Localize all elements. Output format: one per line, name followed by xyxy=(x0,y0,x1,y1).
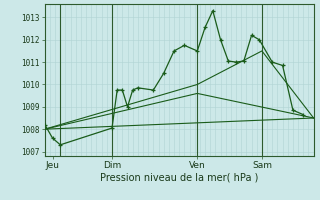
X-axis label: Pression niveau de la mer( hPa ): Pression niveau de la mer( hPa ) xyxy=(100,173,258,183)
